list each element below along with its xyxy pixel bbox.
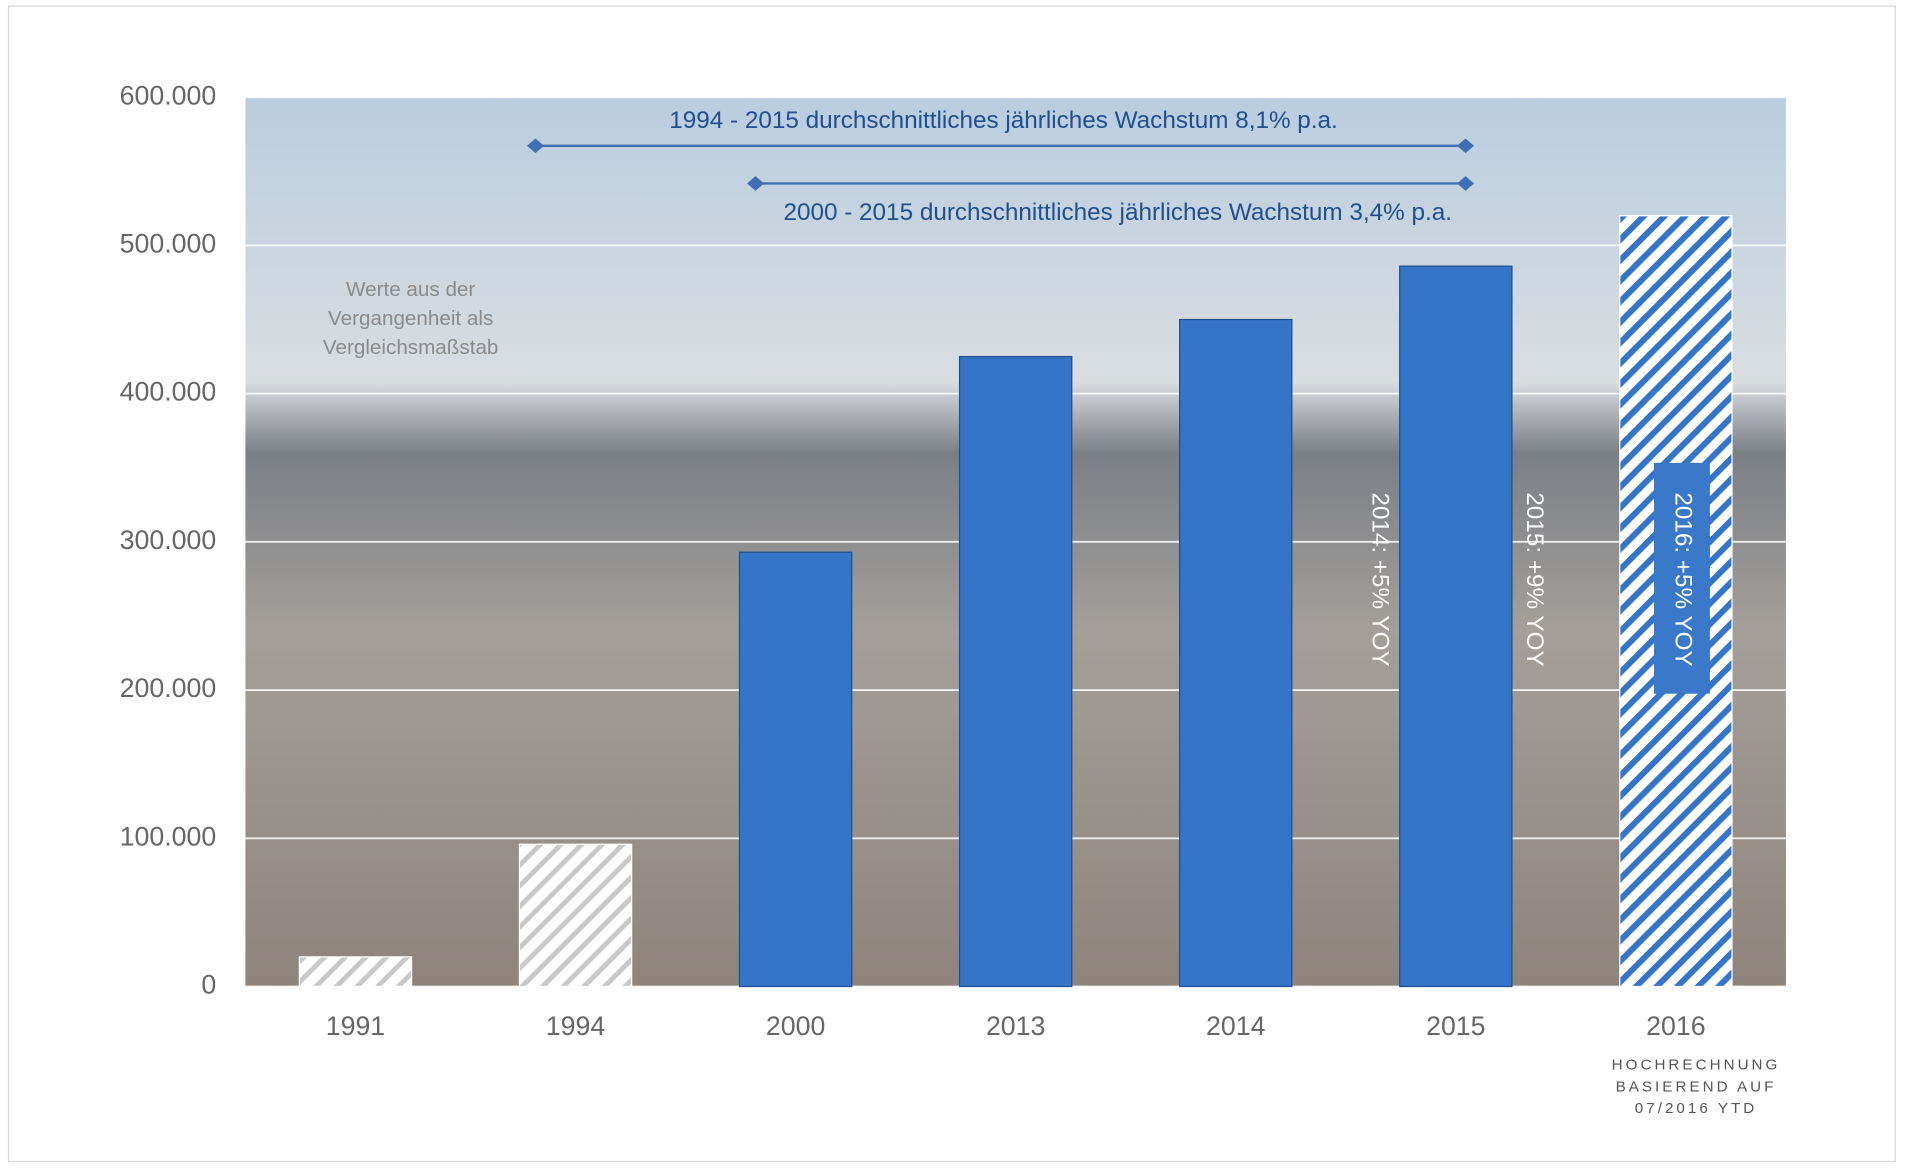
bar bbox=[298, 956, 413, 988]
forecast-note: BASIEREND AUF bbox=[1616, 1078, 1777, 1095]
y-tick-label: 500.000 bbox=[120, 228, 217, 258]
bar-label: 2014: +5% YOY bbox=[1367, 492, 1394, 666]
bar bbox=[958, 355, 1073, 988]
y-tick-label: 0 bbox=[201, 970, 216, 1000]
bar bbox=[518, 843, 633, 988]
x-tick-label: 2013 bbox=[986, 1011, 1045, 1041]
past-note: Vergangenheit als bbox=[328, 307, 493, 330]
growth-label: 2000 - 2015 durchschnittliches jährliche… bbox=[783, 199, 1452, 226]
y-tick-label: 200.000 bbox=[120, 673, 217, 703]
x-tick-label: 2014 bbox=[1206, 1011, 1266, 1041]
bar-label: 2016: +5% YOY bbox=[1670, 492, 1697, 666]
forecast-note: HOCHRECHNUNG bbox=[1612, 1056, 1781, 1073]
bar bbox=[1399, 265, 1513, 988]
bar bbox=[738, 551, 853, 988]
past-note: Werte aus der bbox=[346, 278, 475, 301]
frame bbox=[7, 5, 1896, 1163]
x-tick-label: 1994 bbox=[546, 1011, 606, 1041]
growth-marker bbox=[1457, 138, 1475, 154]
y-tick-label: 300.000 bbox=[120, 525, 217, 555]
x-tick-label: 2000 bbox=[766, 1011, 825, 1041]
past-note: Vergleichsmaßstab bbox=[323, 336, 499, 359]
growth-label: 1994 - 2015 durchschnittliches jährliche… bbox=[669, 107, 1338, 134]
growth-marker bbox=[526, 138, 544, 154]
growth-marker bbox=[1457, 176, 1475, 191]
x-tick-label: 2016 bbox=[1646, 1011, 1705, 1041]
y-tick-label: 400.000 bbox=[120, 377, 217, 407]
forecast-note: 07/2016 YTD bbox=[1635, 1100, 1758, 1117]
x-tick-label: 2015 bbox=[1426, 1011, 1485, 1041]
growth-marker bbox=[747, 176, 765, 191]
bar-label: 2015: +9% YOY bbox=[1521, 492, 1548, 666]
x-tick-label: 1991 bbox=[326, 1011, 385, 1041]
y-tick-label: 100.000 bbox=[120, 821, 217, 851]
y-tick-label: 600.000 bbox=[120, 80, 217, 110]
bar-label-box bbox=[1654, 462, 1710, 694]
bar bbox=[1179, 318, 1293, 988]
